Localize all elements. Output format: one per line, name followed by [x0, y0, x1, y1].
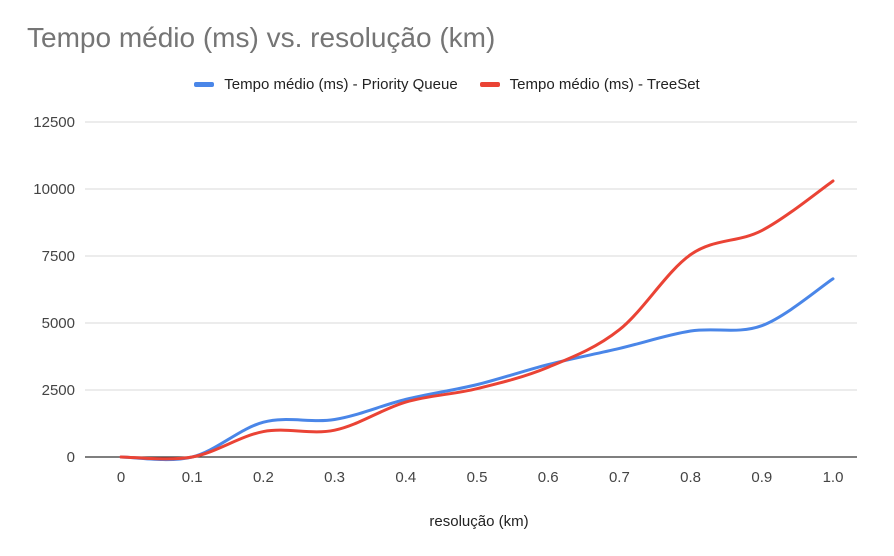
x-tick-label: 0.3 [324, 469, 345, 486]
x-axis-title: resolução (km) [429, 513, 528, 530]
x-tick-label: 0.5 [467, 469, 488, 486]
legend-label-priority-queue: Tempo médio (ms) - Priority Queue [224, 76, 458, 93]
legend-swatch-priority-queue [194, 82, 215, 87]
y-tick-label: 0 [67, 449, 75, 466]
y-tick-label: 7500 [42, 248, 75, 265]
y-tick-label: 5000 [42, 315, 75, 332]
y-axis-tick-labels: 0 2500 5000 7500 10000 12500 [33, 114, 75, 466]
x-tick-label: 0.6 [538, 469, 559, 486]
y-tick-label: 2500 [42, 382, 75, 399]
x-axis-tick-labels: 0 0.1 0.2 0.3 0.4 0.5 0.6 0.7 0.8 0.9 1.0 [117, 469, 844, 486]
gridlines [85, 121, 857, 458]
x-tick-label: 0.2 [253, 469, 274, 486]
x-tick-label: 0 [117, 469, 125, 486]
y-tick-label: 12500 [33, 114, 75, 131]
legend-item-treeset[interactable]: Tempo médio (ms) - TreeSet [479, 76, 700, 93]
legend-swatch-treeset [479, 82, 500, 87]
x-tick-label: 0.8 [680, 469, 701, 486]
chart-title: Tempo médio (ms) vs. resolução (km) [27, 22, 496, 53]
series-line-treeset[interactable] [119, 179, 835, 461]
legend-label-treeset: Tempo médio (ms) - TreeSet [509, 76, 700, 93]
x-tick-label: 0.9 [751, 469, 772, 486]
series-line-priority-queue[interactable] [119, 277, 835, 462]
x-tick-label: 1.0 [823, 469, 844, 486]
chart-legend: Tempo médio (ms) - Priority Queue Tempo … [0, 76, 894, 93]
x-tick-label: 0.4 [395, 469, 416, 486]
x-tick-label: 0.1 [182, 469, 203, 486]
x-tick-label: 0.7 [609, 469, 630, 486]
y-tick-label: 10000 [33, 181, 75, 198]
series-lines [119, 179, 835, 462]
legend-item-priority-queue[interactable]: Tempo médio (ms) - Priority Queue [194, 76, 458, 93]
